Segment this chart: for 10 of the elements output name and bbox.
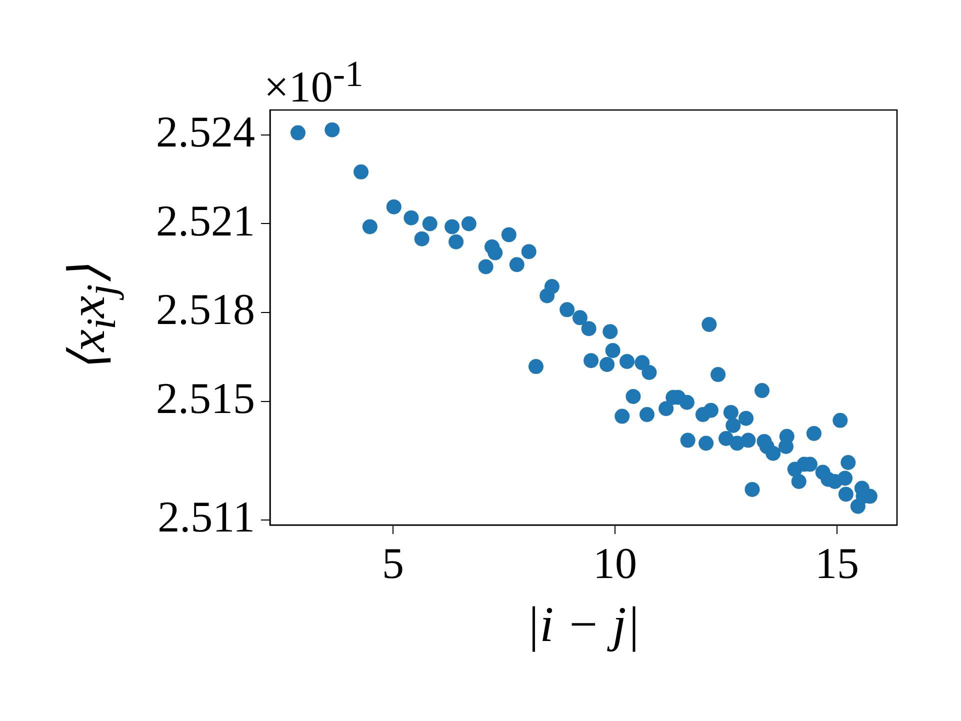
y-tick-label: 2.518: [156, 285, 255, 334]
x-tick-label: 15: [815, 538, 860, 588]
y-tick-label: 2.521: [156, 196, 255, 246]
y-tick-label: 2.511: [158, 492, 255, 542]
annotation: ×10$^{-1}$: [264, 52, 364, 113]
y-tick-label: 2.524: [156, 107, 255, 156]
y-tick-label: 2.515: [156, 374, 255, 424]
x-axis-title: |i − j|: [526, 595, 640, 653]
x-tick-label: 10: [593, 538, 638, 588]
x-tick-label: 5: [382, 538, 404, 588]
